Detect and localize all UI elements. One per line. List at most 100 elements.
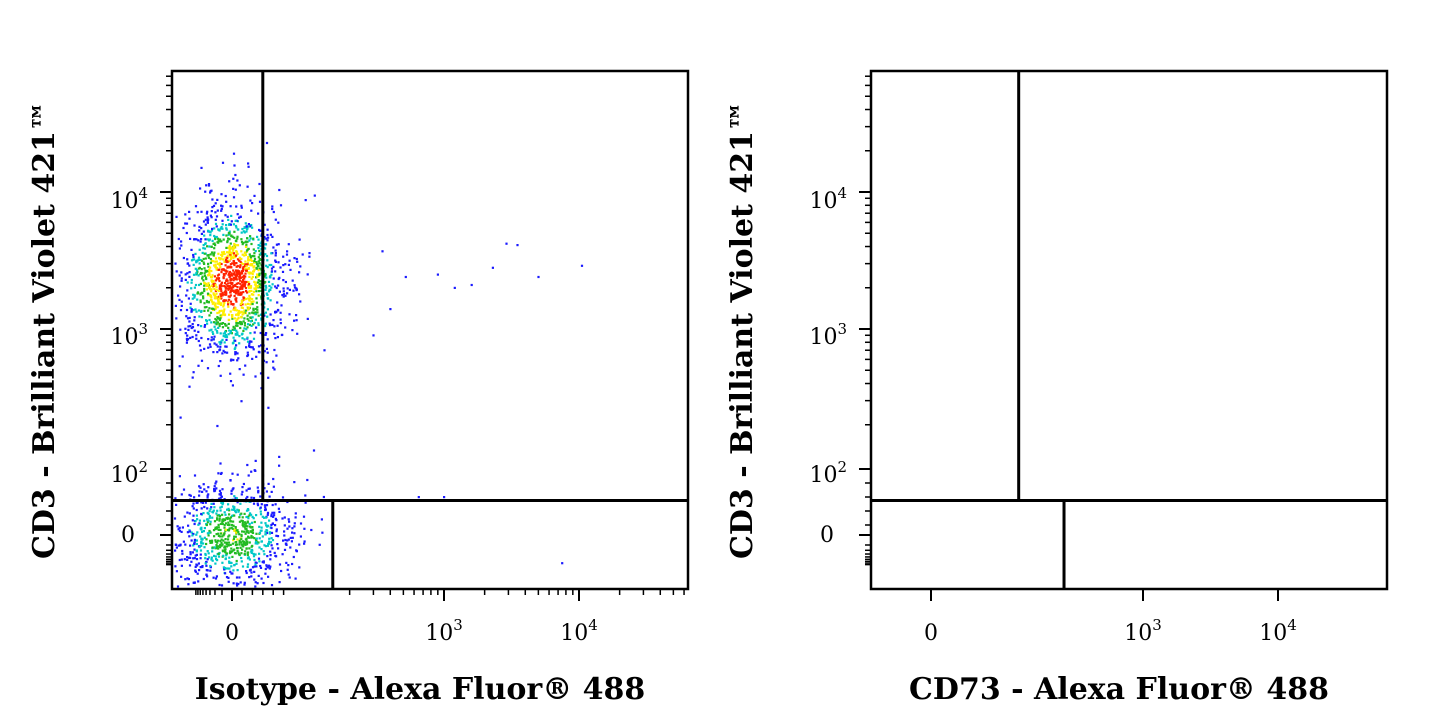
data-point bbox=[283, 534, 286, 537]
data-point bbox=[198, 519, 201, 522]
data-point bbox=[245, 265, 248, 268]
data-point bbox=[199, 240, 202, 243]
data-point bbox=[232, 262, 236, 265]
data-point bbox=[208, 273, 211, 276]
data-point bbox=[247, 223, 250, 226]
data-point bbox=[219, 492, 222, 495]
data-point bbox=[224, 256, 227, 259]
data-point bbox=[245, 250, 249, 253]
data-point bbox=[198, 490, 201, 493]
data-point bbox=[288, 288, 291, 291]
data-point bbox=[234, 510, 237, 513]
data-point bbox=[195, 269, 199, 272]
data-point bbox=[218, 286, 221, 289]
data-point bbox=[298, 238, 301, 241]
data-point bbox=[233, 272, 236, 275]
data-point bbox=[184, 273, 187, 276]
data-point bbox=[203, 488, 206, 491]
data-point bbox=[200, 544, 203, 547]
data-point bbox=[258, 351, 261, 354]
data-point bbox=[244, 245, 248, 248]
data-point bbox=[192, 502, 195, 505]
data-point bbox=[265, 264, 268, 267]
data-point bbox=[252, 300, 255, 303]
data-point bbox=[270, 270, 274, 273]
data-point bbox=[203, 289, 206, 293]
data-point bbox=[193, 316, 196, 319]
data-point bbox=[228, 561, 231, 564]
data-point bbox=[230, 277, 233, 280]
data-point bbox=[220, 262, 223, 266]
data-point bbox=[222, 332, 225, 335]
data-point bbox=[235, 559, 238, 563]
data-point bbox=[258, 546, 261, 549]
data-point bbox=[234, 244, 237, 247]
data-point bbox=[217, 277, 221, 280]
data-point bbox=[207, 309, 210, 312]
data-point bbox=[248, 290, 251, 293]
data-point bbox=[232, 358, 235, 362]
data-point bbox=[208, 510, 211, 513]
data-point bbox=[275, 555, 278, 558]
data-point bbox=[187, 524, 190, 527]
data-point bbox=[318, 543, 321, 546]
data-point bbox=[236, 288, 239, 292]
data-point bbox=[228, 567, 231, 570]
data-point bbox=[200, 512, 203, 516]
data-point bbox=[242, 265, 245, 269]
data-point bbox=[192, 533, 195, 536]
data-point bbox=[225, 227, 228, 230]
data-point bbox=[258, 258, 261, 261]
data-point bbox=[218, 240, 222, 243]
data-point bbox=[216, 518, 219, 521]
data-point bbox=[259, 242, 262, 245]
data-point bbox=[232, 247, 235, 250]
data-point bbox=[269, 550, 272, 553]
data-point bbox=[191, 297, 194, 300]
data-point bbox=[255, 326, 258, 329]
data-point bbox=[243, 281, 246, 284]
data-point bbox=[443, 496, 446, 499]
data-point bbox=[247, 308, 250, 311]
data-point bbox=[288, 520, 291, 523]
data-point bbox=[228, 230, 231, 233]
data-point bbox=[235, 562, 238, 565]
y-tick-label-10000: 104 bbox=[110, 184, 148, 214]
data-point bbox=[223, 291, 226, 294]
data-point bbox=[225, 278, 228, 281]
data-point bbox=[253, 331, 256, 334]
data-point bbox=[184, 222, 187, 225]
data-point bbox=[223, 284, 226, 288]
data-point bbox=[211, 239, 214, 242]
data-point bbox=[181, 549, 184, 553]
data-point bbox=[299, 522, 303, 525]
data-point bbox=[245, 497, 248, 500]
data-point bbox=[239, 293, 242, 296]
data-point bbox=[219, 374, 222, 377]
data-point bbox=[241, 486, 244, 489]
data-point bbox=[231, 508, 234, 511]
data-point bbox=[214, 540, 217, 543]
data-point bbox=[229, 257, 233, 261]
data-point bbox=[227, 305, 230, 308]
data-point bbox=[293, 286, 297, 289]
data-point bbox=[255, 281, 258, 284]
data-point bbox=[200, 310, 203, 313]
data-point bbox=[257, 314, 260, 317]
data-point bbox=[200, 526, 203, 529]
data-point bbox=[231, 488, 234, 491]
data-point bbox=[225, 554, 228, 557]
data-point bbox=[234, 527, 237, 530]
data-point bbox=[266, 511, 270, 514]
data-point bbox=[253, 261, 256, 264]
data-point bbox=[245, 290, 248, 293]
data-point bbox=[208, 531, 211, 534]
data-point bbox=[233, 508, 236, 511]
data-point bbox=[203, 262, 206, 265]
data-point bbox=[232, 177, 235, 180]
data-point bbox=[274, 254, 277, 257]
data-point bbox=[237, 317, 240, 320]
data-point bbox=[214, 528, 217, 531]
data-point bbox=[229, 330, 233, 333]
data-point bbox=[221, 543, 224, 546]
